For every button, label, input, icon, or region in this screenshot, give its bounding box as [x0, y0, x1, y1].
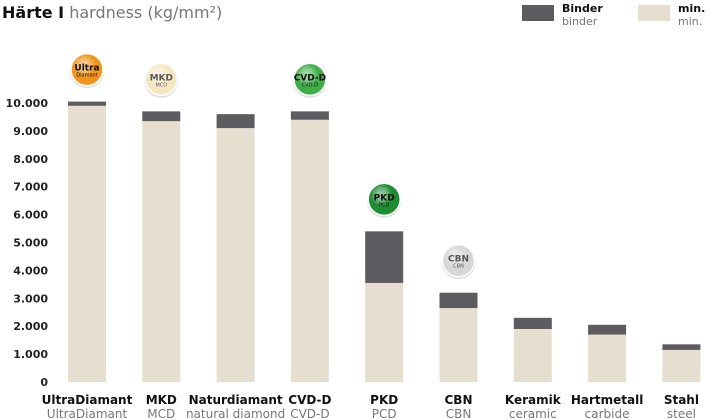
bar-min-7 — [588, 334, 627, 382]
chart-title-de: Härte I — [2, 3, 65, 22]
chart-title-en: hardness (kg/mm²) — [69, 3, 223, 22]
x-tick-label-de: UltraDiamant — [42, 393, 133, 407]
x-tick-label-en: natural diamond — [186, 407, 285, 420]
y-tick-label: 9.000 — [13, 125, 48, 138]
x-tick-label-en: UltraDiamant — [47, 407, 128, 420]
bar-binder-5 — [439, 292, 478, 309]
badge-label: PKD — [374, 193, 395, 203]
x-tick-label-de: Keramik — [505, 393, 562, 407]
legend-label-binder-de: Binder — [562, 2, 603, 15]
y-tick-label: 1.000 — [13, 348, 48, 361]
bar-min-4 — [365, 282, 404, 382]
bar-min-5 — [439, 308, 478, 382]
y-tick-label: 4.000 — [13, 264, 48, 277]
y-tick-label: 8.000 — [13, 153, 48, 166]
y-tick-label: 3.000 — [13, 292, 48, 305]
bar-binder-3 — [290, 111, 329, 120]
badge-gloss — [146, 64, 177, 95]
badge-label: CVD-D — [294, 73, 326, 83]
y-tick-label: 6.000 — [13, 209, 48, 222]
x-tick-label-en: steel — [667, 407, 696, 420]
x-tick-label-de: MKD — [146, 393, 177, 407]
bar-binder-6 — [513, 317, 552, 329]
badge-sublabel: Diamant — [76, 73, 97, 79]
y-tick-label: 0 — [40, 376, 48, 389]
y-tick-label: 10.000 — [6, 97, 49, 110]
legend-swatch-min — [638, 5, 670, 21]
x-tick-label-en: MCD — [147, 407, 175, 420]
y-tick-label: 5.000 — [13, 237, 48, 250]
x-tick-label-de: CBN — [445, 393, 473, 407]
x-tick-label-en: ceramic — [509, 407, 557, 420]
badge-gloss — [443, 245, 474, 276]
badge-sublabel: CVD-D — [302, 82, 319, 88]
badge-gloss — [294, 64, 325, 95]
legend-swatch-binder — [522, 5, 554, 21]
bar-min-2 — [216, 128, 255, 382]
x-tick-label-de: Stahl — [664, 393, 699, 407]
bar-binder-2 — [216, 114, 255, 129]
x-tick-label-de: PKD — [370, 393, 398, 407]
bar-min-6 — [513, 328, 552, 382]
bar-min-1 — [142, 121, 181, 382]
badge-sublabel: PCD — [379, 202, 390, 208]
bar-min-3 — [290, 119, 329, 383]
badge-label: Ultra — [74, 64, 99, 74]
bar-binder-4 — [365, 231, 404, 283]
legend-label-min-de: min. — [678, 2, 706, 15]
legend-item-binder: Binder binder — [522, 2, 603, 28]
legend-label-min-en: min. — [678, 15, 703, 28]
x-tick-label-de: CVD-D — [288, 393, 331, 407]
y-tick-label: 7.000 — [13, 181, 48, 194]
bar-binder-8 — [662, 344, 701, 350]
badge-label: MKD — [150, 73, 173, 83]
x-tick-label-de: Naturdiamant — [189, 393, 283, 407]
x-tick-label-en: carbide — [585, 407, 630, 420]
x-tick-label-en: PCD — [372, 407, 397, 420]
bar-binder-1 — [142, 111, 181, 122]
badge-gloss — [369, 184, 400, 215]
chart-title: Härte I hardness (kg/mm²) — [2, 3, 222, 22]
legend-item-min: min. min. — [638, 2, 705, 28]
legend-label-binder-en: binder — [562, 15, 598, 28]
badge-label: CBN — [448, 255, 469, 265]
x-tick-label-en: CVD-D — [290, 407, 329, 420]
y-tick-label: 2.000 — [13, 320, 48, 333]
bar-binder-0 — [68, 101, 106, 106]
bar-min-0 — [68, 105, 106, 382]
badge-gloss — [72, 54, 102, 85]
bar-binder-7 — [588, 324, 627, 335]
x-tick-label-en: CBN — [446, 407, 472, 420]
badge-sublabel: MCD — [155, 82, 167, 88]
x-tick-label-de: Hartmetall — [571, 393, 644, 407]
badge-sublabel: CBN — [453, 264, 464, 270]
bar-min-8 — [662, 349, 701, 382]
